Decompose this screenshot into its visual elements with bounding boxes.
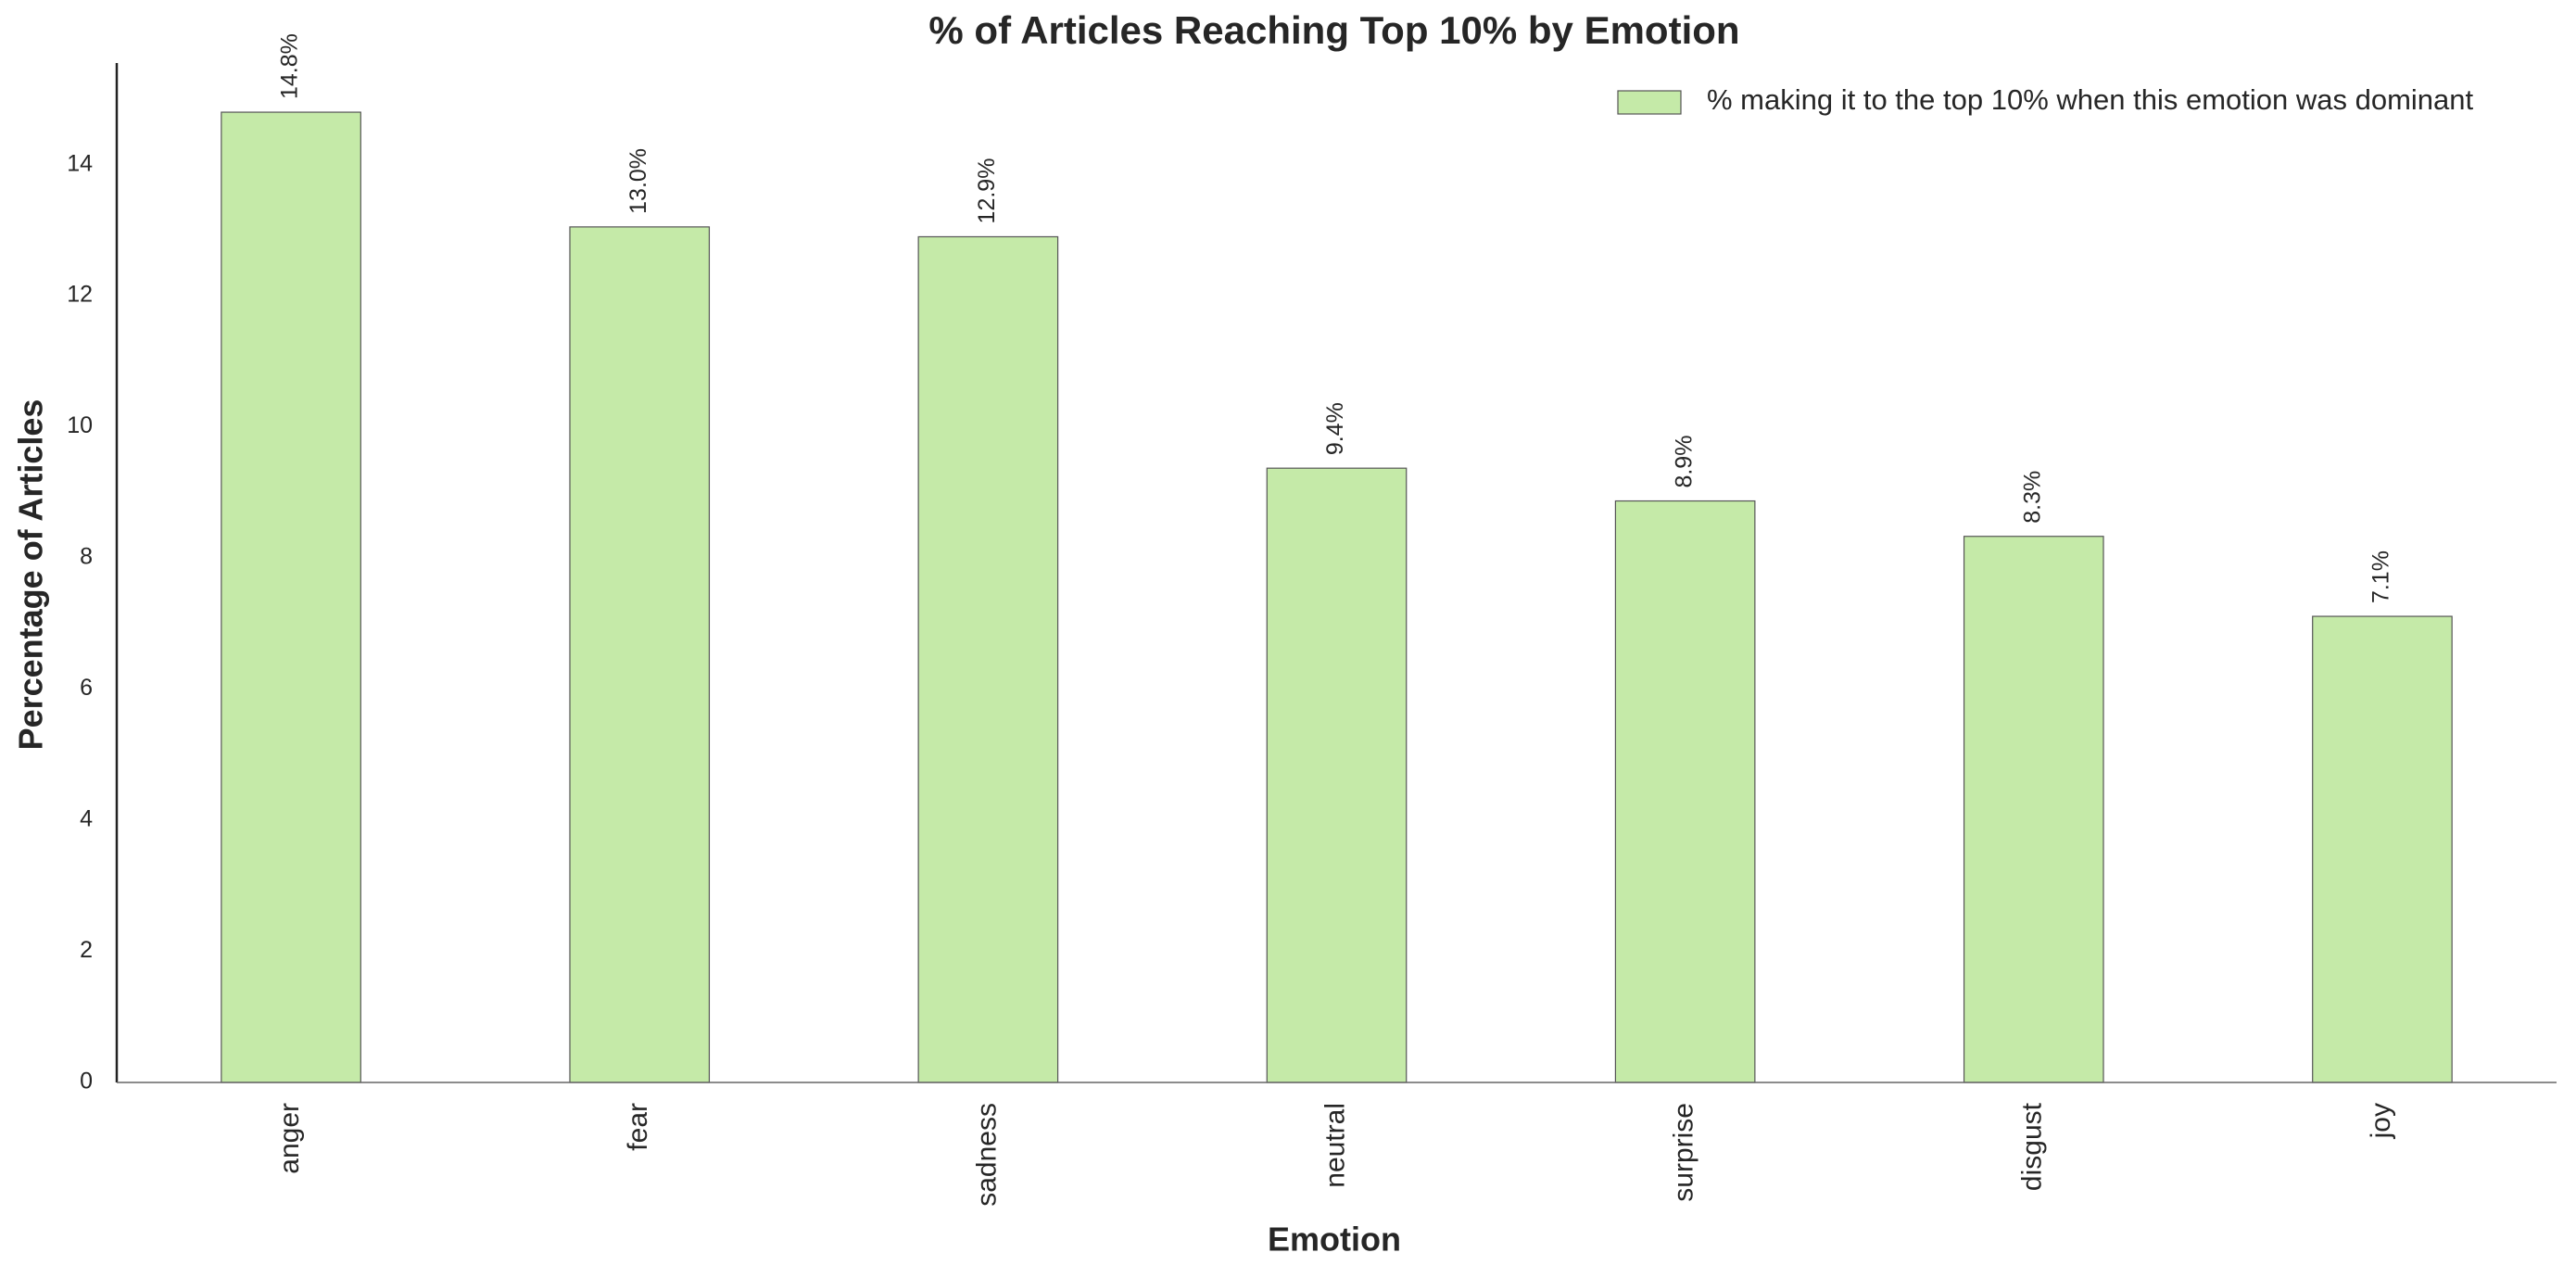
value-label: 8.3% (2019, 471, 2045, 524)
y-tick-label: 14 (67, 150, 93, 176)
y-tick-label: 6 (80, 675, 93, 701)
value-label: 13.0% (625, 148, 651, 214)
x-tick-label: anger (274, 1103, 305, 1174)
value-label: 8.9% (1671, 436, 1697, 488)
bar (917, 235, 1059, 1083)
x-tick-label: fear (623, 1103, 653, 1151)
bar (1266, 467, 1408, 1083)
y-tick-label: 0 (80, 1069, 93, 1095)
legend-label: % making it to the top 10% when this emo… (1707, 83, 2474, 116)
value-label: 7.1% (2368, 550, 2394, 603)
y-tick-label: 8 (80, 544, 93, 570)
x-tick-label: surprise (1669, 1103, 1699, 1202)
bar (1963, 536, 2104, 1083)
y-tick-label: 12 (67, 282, 93, 308)
value-label: 12.9% (974, 158, 1000, 224)
bar (569, 226, 711, 1083)
bar (2312, 615, 2453, 1083)
y-tick-label: 10 (67, 412, 93, 438)
value-label: 14.8% (277, 33, 303, 99)
chart-title: % of Articles Reaching Top 10% by Emotio… (928, 8, 1739, 52)
x-tick-label: neutral (1320, 1103, 1350, 1188)
bar (221, 111, 361, 1083)
x-axis-label: Emotion (1268, 1221, 1401, 1259)
x-tick-label: disgust (2017, 1102, 2048, 1191)
legend-swatch (1617, 90, 1682, 115)
y-tick-label: 4 (80, 806, 93, 832)
x-tick-label: joy (2366, 1103, 2396, 1139)
y-axis-label: Percentage of Articles (12, 399, 50, 751)
bar (1614, 500, 1756, 1083)
value-label: 9.4% (1322, 402, 1348, 455)
x-tick-label: sadness (971, 1103, 1002, 1207)
y-tick-label: 2 (80, 937, 93, 963)
